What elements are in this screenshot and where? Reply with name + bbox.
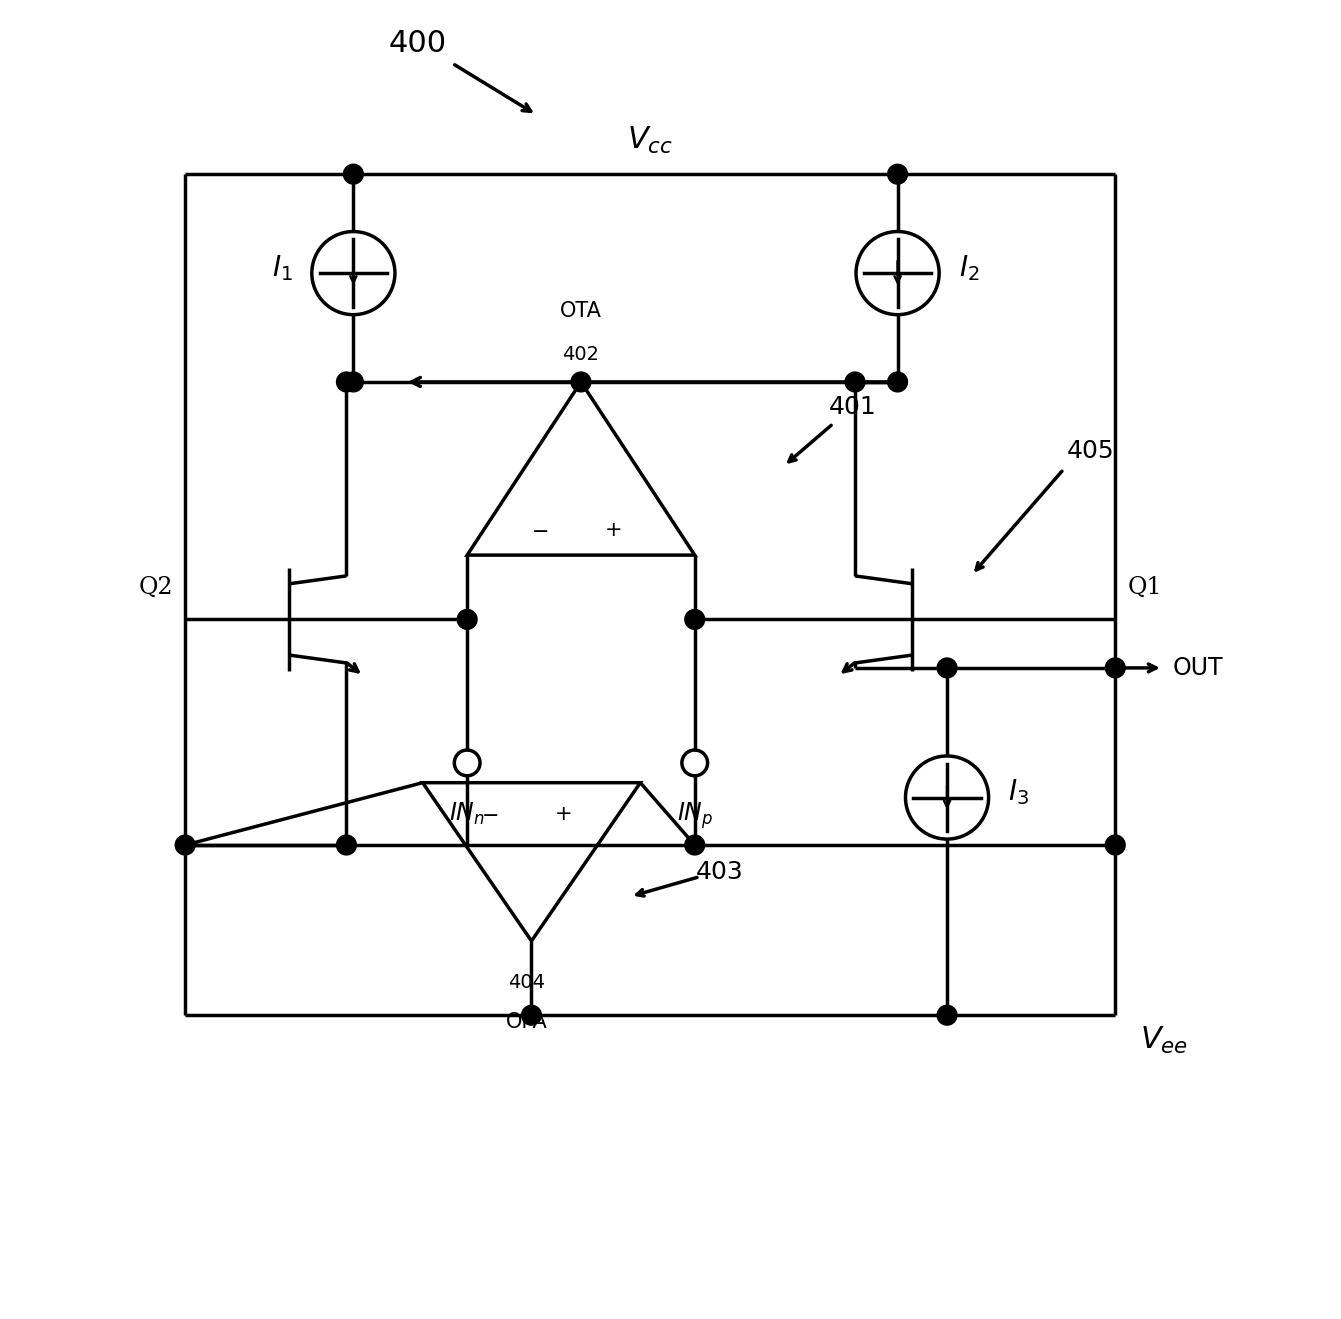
Text: $I_2$: $I_2$ [959, 253, 979, 284]
Circle shape [937, 658, 957, 678]
Text: 401: 401 [829, 394, 877, 418]
Circle shape [1105, 658, 1125, 678]
Text: $V_{ee}$: $V_{ee}$ [1140, 1025, 1188, 1057]
Circle shape [522, 1005, 542, 1025]
Circle shape [343, 372, 363, 392]
Circle shape [888, 372, 908, 392]
Text: $+$: $+$ [554, 805, 571, 824]
Circle shape [685, 835, 704, 855]
Text: 400: 400 [389, 29, 447, 58]
Circle shape [571, 372, 591, 392]
Text: $I_3$: $I_3$ [1008, 778, 1029, 807]
Text: OUT: OUT [1172, 656, 1223, 679]
Circle shape [888, 165, 908, 185]
Text: $-$: $-$ [481, 805, 499, 824]
Text: Q1: Q1 [1128, 576, 1161, 599]
Text: 403: 403 [696, 860, 743, 884]
Text: Q2: Q2 [138, 576, 173, 599]
Circle shape [845, 372, 865, 392]
Text: $-$: $-$ [531, 521, 548, 541]
Circle shape [1105, 835, 1125, 855]
Circle shape [343, 165, 363, 185]
Circle shape [176, 835, 194, 855]
Text: 404: 404 [508, 972, 544, 992]
Circle shape [937, 1005, 957, 1025]
Text: OTA: OTA [561, 301, 602, 321]
Circle shape [337, 835, 357, 855]
Text: $V_{cc}$: $V_{cc}$ [628, 125, 673, 157]
Text: $+$: $+$ [603, 521, 621, 541]
Text: OPA: OPA [506, 1012, 547, 1033]
Circle shape [337, 372, 357, 392]
Text: 402: 402 [562, 346, 599, 364]
Text: 405: 405 [1066, 439, 1114, 463]
Text: $IN_n$: $IN_n$ [449, 801, 485, 827]
Text: $IN_p$: $IN_p$ [677, 801, 713, 831]
Text: $I_1$: $I_1$ [272, 253, 292, 284]
Circle shape [457, 609, 477, 629]
Circle shape [685, 609, 704, 629]
